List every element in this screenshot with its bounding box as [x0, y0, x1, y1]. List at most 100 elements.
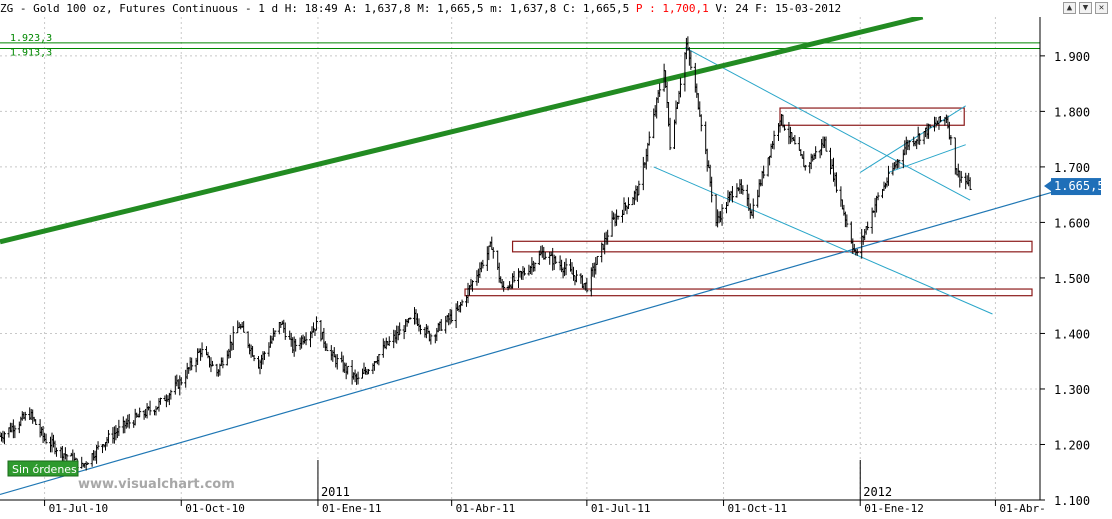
- ohlc-bar: [720, 204, 724, 226]
- volume-label: V: 24: [715, 2, 749, 15]
- ohlc-bar: [252, 354, 256, 362]
- y-tick-label: 1.500: [1054, 272, 1090, 286]
- y-tick-label: 1.200: [1054, 438, 1090, 452]
- ohlc-bar: [169, 389, 173, 400]
- ohlc-bar: [907, 140, 911, 151]
- close-button[interactable]: ✕: [1095, 2, 1108, 14]
- ohlc-bar: [210, 360, 214, 367]
- time-label: H: 18:49: [284, 2, 338, 15]
- level-lines: 1.923,3 1.913,3: [0, 33, 1040, 58]
- ohlc-bar: [408, 317, 412, 320]
- ohlc-bar: [918, 133, 922, 145]
- y-tick-label: 1.300: [1054, 383, 1090, 397]
- ohlc-bar: [762, 165, 766, 179]
- scroll-down-button[interactable]: ▼: [1079, 2, 1092, 14]
- x-tick-label: 01-Jul-10: [49, 502, 109, 515]
- resistance-level-label: 1.913,3: [10, 47, 52, 58]
- ohlc-bar: [564, 258, 568, 276]
- channel-lower-line: [653, 166, 993, 315]
- ohlc-bar: [117, 419, 121, 437]
- ohlc-bar: [699, 114, 703, 132]
- ohlc-bar: [897, 159, 901, 168]
- ohlc-bar: [314, 316, 318, 331]
- year-label: 2011: [321, 485, 350, 499]
- ohlc-bar: [678, 77, 682, 98]
- ohlc-bar: [221, 357, 225, 369]
- ohlc-bar: [242, 321, 246, 333]
- low-label: m: 1,637,8: [490, 2, 557, 15]
- ohlc-bar: [522, 267, 526, 276]
- x-tick-label: 01-Oct-10: [185, 502, 245, 515]
- price-chart[interactable]: 1.923,3 1.913,3 1.100 1.200 1.300 1.400 1.500…: [0, 17, 1112, 519]
- ohlc-bar: [886, 165, 890, 186]
- x-axis: 01-Jul-10 01-Oct-10 01-Ene-11 01-Abr-11 01-J…: [44, 460, 1046, 515]
- ohlc-bar: [262, 351, 266, 361]
- ohlc-bar: [626, 197, 630, 210]
- ohlc-bar: [793, 135, 797, 145]
- ohlc-bar: [231, 326, 235, 351]
- ohlc-bar: [606, 229, 610, 245]
- ohlc-bar: [834, 172, 838, 193]
- window-buttons: ▲ ▼ ✕: [1063, 2, 1108, 14]
- ohlc-bar: [356, 371, 360, 385]
- grid: [0, 17, 1040, 501]
- ohlc-bar: [824, 136, 828, 152]
- ohlc-bar: [595, 255, 599, 265]
- ohlc-bar: [148, 400, 152, 416]
- ohlc-bar: [273, 330, 277, 337]
- chart-background: [0, 17, 1112, 519]
- ohlc-bar: [2, 431, 6, 445]
- ohlc-bar: [366, 368, 370, 375]
- open-label: A: 1,637,8: [344, 2, 411, 15]
- x-tick-label: 01-Abr-: [999, 502, 1045, 515]
- ohlc-bar: [574, 270, 578, 283]
- no-orders-badge[interactable]: Sin órdenes: [7, 460, 79, 477]
- ohlc-bar: [470, 280, 474, 292]
- ohlc-bar: [439, 319, 443, 331]
- long-term-support-trendline: [0, 180, 1093, 496]
- last-price-arrow: [1044, 181, 1051, 192]
- high-label: M: 1,665,5: [417, 2, 484, 15]
- last-price-box: [1051, 178, 1101, 196]
- date-label: F: 15-03-2012: [755, 2, 842, 15]
- ohlc-bar: [585, 277, 589, 293]
- scroll-up-button[interactable]: ▲: [1063, 2, 1076, 14]
- ohlc-bar: [86, 462, 90, 465]
- ohlc-bar: [938, 116, 942, 123]
- ohlc-bar: [845, 214, 849, 228]
- support-resistance-box: [511, 240, 1033, 253]
- y-axis: 1.100 1.200 1.300 1.400 1.500 1.600 1.700 1.800…: [1040, 50, 1090, 508]
- ohlc-bar: [647, 131, 651, 146]
- support-boxes: [464, 107, 1033, 297]
- ohlc-bar: [23, 411, 27, 421]
- ohlc-bar: [158, 397, 162, 405]
- y-tick-label: 1.600: [1054, 216, 1090, 230]
- last-price-label: 1.665,5: [1054, 179, 1105, 193]
- ohlc-bar: [450, 309, 454, 323]
- y-tick-label: 1.800: [1054, 105, 1090, 119]
- ohlc-bar: [190, 357, 194, 371]
- ohlc-bar: [283, 322, 287, 340]
- ohlc-bar: [782, 124, 786, 131]
- ohlc-bar: [127, 413, 131, 429]
- support-resistance-box: [779, 107, 965, 126]
- watermark: www.visualchart.com: [78, 477, 235, 492]
- ohlc-bar: [460, 299, 464, 306]
- channel-upper-line: [684, 47, 971, 201]
- ohlc-bar: [377, 354, 381, 366]
- ohlc-bar: [346, 365, 350, 375]
- ohlc-bar: [106, 429, 110, 444]
- ohlc-bar: [772, 130, 776, 150]
- ohlc-bar: [658, 83, 662, 97]
- ohlc-bar: [502, 281, 506, 292]
- ohlc-bar: [959, 171, 963, 183]
- ohlc-bar: [13, 425, 17, 439]
- ohlc-bar: [710, 176, 714, 203]
- ohlc-bar: [741, 185, 745, 195]
- ohlc-bar: [866, 221, 870, 231]
- ohlc-bar: [54, 447, 58, 457]
- ohlc-bar: [814, 146, 818, 159]
- ohlc-bar: [543, 251, 547, 260]
- symbol-label: ZG - Gold 100 oz, Futures Continuous -: [0, 2, 252, 15]
- ohlc-bar: [335, 354, 339, 370]
